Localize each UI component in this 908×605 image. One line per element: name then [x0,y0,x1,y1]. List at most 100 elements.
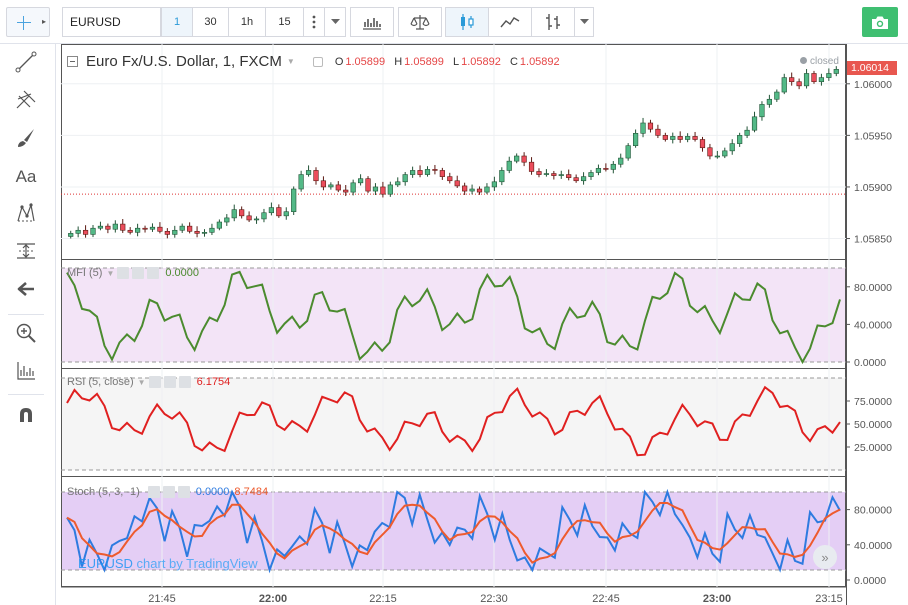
arrow-left-icon [17,282,34,296]
candle-body [432,169,438,171]
symbol-search-input[interactable]: EURUSD [62,7,161,37]
zoom-in-tool[interactable] [8,318,44,348]
candle-body [357,178,364,184]
line-style-button[interactable] [488,7,532,37]
bar-chart-icon [546,14,560,30]
indicators-button[interactable] [350,7,394,37]
chart-style-dropdown-button[interactable] [574,7,594,37]
candle-body [714,155,720,158]
mfi-axis-tick-label: 80.0000 [854,282,892,294]
toolbar-divider [8,394,44,395]
measure-tool[interactable] [8,356,44,386]
stoch-title[interactable]: Stoch (5, 3, -1) [67,486,140,498]
scroll-to-realtime-button[interactable]: » [813,545,837,569]
mfi-title[interactable]: MFI (5) [67,267,103,279]
close-icon[interactable] [147,267,160,279]
candle-body [566,174,572,178]
time-tick-label: 23:15 [815,593,843,605]
settings-icon[interactable] [162,486,175,498]
rsi-title[interactable]: RSI (5, close) [67,376,134,388]
timeframe-1m-button[interactable]: 1 [161,7,193,37]
crosshair-tool-button[interactable]: ▸ [6,7,50,37]
settings-icon[interactable] [312,56,323,67]
snapshot-button[interactable] [862,7,898,37]
trend-line-tool[interactable] [8,47,44,77]
magnet-tool[interactable] [8,400,44,430]
candles-style-button[interactable] [445,7,489,37]
close-icon[interactable] [178,376,191,388]
price-tick-label: 1.05900 [854,182,892,194]
mfi-value: 0.0000 [165,267,200,279]
candle-body [209,227,215,233]
ruler-icon [17,362,35,380]
candle-body [187,225,193,232]
pattern-tool[interactable] [8,198,44,228]
candle-body [387,184,393,195]
price-axis[interactable]: 1.06000 1.05950 1.05900 1.05850 80.0000 40.00… [846,44,908,605]
candlestick-icon [461,14,474,30]
time-tick-label: 23:00 [703,593,731,605]
candle-body [82,229,89,235]
rsi-axis-tick-label: 75.0000 [854,396,892,408]
remove-drawings-tool[interactable] [8,274,44,304]
visibility-icon[interactable] [147,486,160,498]
stoch-d-line [66,502,841,564]
timeframe-1h-button[interactable]: 1h [228,7,266,37]
camera-icon [872,16,888,29]
candle-body [194,231,200,234]
candle-body [276,207,282,217]
stoch-k-value: 0.0000 [195,486,230,498]
time-tick-label: 22:30 [480,593,508,605]
candle-body [514,155,520,162]
candle-body [491,181,497,188]
series-title[interactable]: Euro Fx/U.S. Dollar, 1, FXCM [86,53,282,70]
timeframe-30m-button[interactable]: 30 [192,7,229,37]
candle-body [157,226,163,232]
brush-tool[interactable] [8,123,44,153]
chevron-right-icon[interactable]: ▸ [41,17,46,26]
bar-style-button[interactable] [531,7,575,37]
candle-body [239,209,245,217]
chart-panes[interactable]: 21:45 22:00 22:15 22:30 22:45 23:00 23:15 [61,44,846,605]
time-tick-label: 21:45 [148,593,176,605]
crosshair-icon [17,16,31,30]
candle-body [476,188,483,193]
candle-body [781,77,787,93]
candle-body [365,178,371,192]
candle-body [699,139,706,149]
compare-button[interactable] [398,7,442,37]
close-icon[interactable] [177,486,190,498]
candle-body [380,186,386,195]
visibility-icon[interactable] [148,376,161,388]
prediction-tool[interactable] [8,236,44,266]
line-chart-icon [500,17,520,28]
settings-icon[interactable] [163,376,176,388]
candle-body [179,225,185,231]
chevron-down-icon[interactable]: ▼ [286,57,295,66]
candle-body [454,180,460,187]
candle-body [439,170,445,177]
timeframe-15m-button[interactable]: 15 [265,7,304,37]
candle-body [395,181,401,186]
candle-body [588,172,594,177]
timeframe-dropdown-button[interactable] [324,7,346,37]
candle-body [462,185,468,192]
stoch-axis-tick-label: 40.0000 [854,540,892,552]
chevron-down-icon[interactable]: ▼ [106,268,115,278]
drawing-toolbar: Aa [0,44,56,605]
collapse-legend-icon[interactable] [67,56,78,67]
rsi-band [61,378,846,470]
candle-body [506,160,512,171]
time-tick-label: 22:00 [259,593,287,605]
text-tool[interactable]: Aa [8,162,44,192]
candle-body [305,170,312,175]
mfi-legend: MFI (5) ▼ 0.0000 [67,267,199,279]
candle-body [320,180,327,188]
tradingview-watermark[interactable]: EURUSD chart by TradingView [78,556,258,571]
price-tick-label: 1.05950 [854,130,892,142]
visibility-icon[interactable] [117,267,130,279]
more-timeframes-button[interactable] [303,7,325,37]
settings-icon[interactable] [132,267,145,279]
chevron-down-icon[interactable]: ▼ [137,377,146,387]
pitchfork-tool[interactable] [8,84,44,114]
